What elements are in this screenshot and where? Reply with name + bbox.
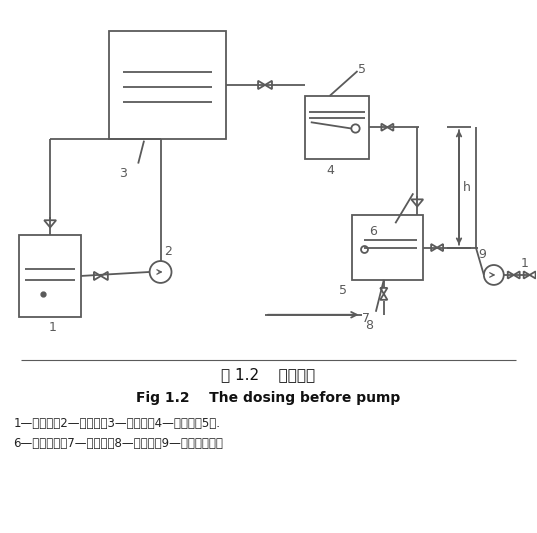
- Polygon shape: [44, 220, 56, 228]
- Text: 1: 1: [48, 321, 56, 334]
- Polygon shape: [265, 81, 272, 89]
- Polygon shape: [411, 199, 423, 206]
- Polygon shape: [514, 271, 520, 279]
- Polygon shape: [437, 244, 443, 251]
- Text: 9: 9: [478, 248, 486, 261]
- Circle shape: [484, 265, 504, 285]
- Polygon shape: [94, 272, 101, 280]
- Text: 6: 6: [369, 225, 378, 238]
- Text: 2: 2: [164, 245, 172, 258]
- Polygon shape: [380, 294, 387, 300]
- Polygon shape: [258, 81, 265, 89]
- Bar: [19, 235, 81, 317]
- Text: 8: 8: [365, 319, 373, 332]
- Text: 1: 1: [521, 257, 528, 270]
- Text: 图 1.2    泵前加药: 图 1.2 泵前加药: [221, 367, 315, 383]
- Text: 7: 7: [362, 312, 370, 325]
- Polygon shape: [380, 288, 387, 294]
- Text: h: h: [463, 181, 471, 194]
- Text: 4: 4: [326, 164, 335, 176]
- Text: 6—投药苗嘴；7—水封箱；8—吸水管；9—水泵；水泵；: 6—投药苗嘴；7—水封箱；8—吸水管；9—水泵；水泵；: [13, 437, 223, 450]
- Polygon shape: [529, 271, 535, 279]
- Circle shape: [150, 261, 171, 283]
- Polygon shape: [381, 124, 387, 131]
- Text: 1—溶解池；2—提升泵；3—溶液池；4—恒位箱；5筒.: 1—溶解池；2—提升泵；3—溶液池；4—恒位箱；5筒.: [13, 417, 220, 430]
- Bar: [109, 31, 226, 139]
- Polygon shape: [101, 272, 108, 280]
- Bar: [352, 215, 423, 280]
- Text: Fig 1.2    The dosing before pump: Fig 1.2 The dosing before pump: [136, 391, 400, 405]
- Bar: [305, 96, 369, 158]
- Text: 3: 3: [119, 166, 127, 180]
- Polygon shape: [387, 124, 393, 131]
- Polygon shape: [431, 244, 437, 251]
- Polygon shape: [508, 271, 514, 279]
- Text: 5: 5: [358, 63, 366, 76]
- Text: 5: 5: [339, 284, 346, 297]
- Polygon shape: [524, 271, 529, 279]
